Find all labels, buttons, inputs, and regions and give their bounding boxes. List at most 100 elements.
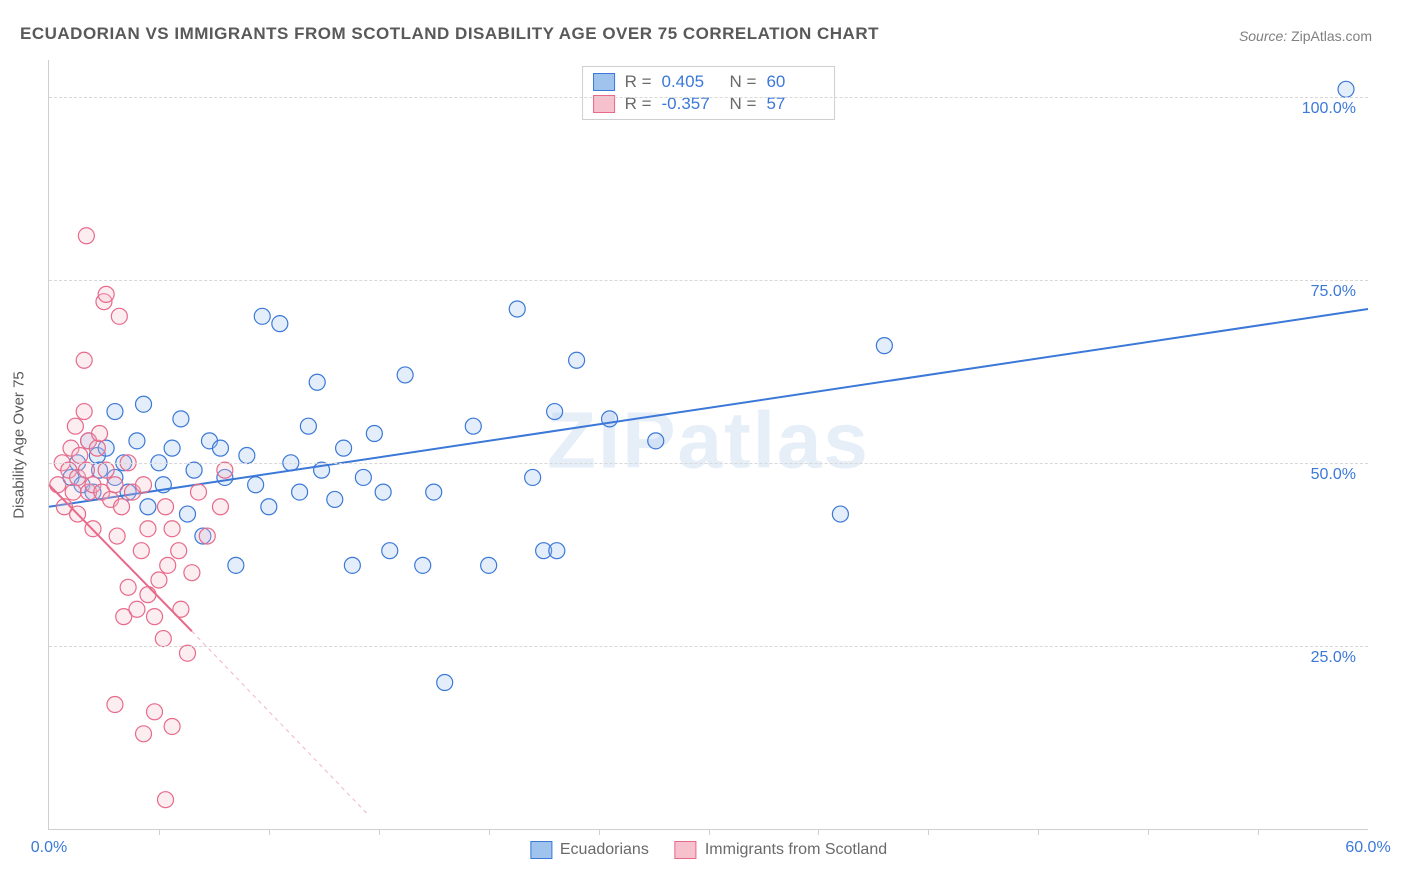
n-value: 60 xyxy=(766,72,824,92)
data-point xyxy=(140,587,156,603)
data-point xyxy=(78,228,94,244)
data-point xyxy=(158,499,174,515)
data-point xyxy=(344,557,360,573)
x-minor-tick xyxy=(159,829,160,835)
x-tick-label: 0.0% xyxy=(31,839,67,857)
data-point xyxy=(309,374,325,390)
data-point xyxy=(509,301,525,317)
data-point xyxy=(217,462,233,478)
data-point xyxy=(648,433,664,449)
data-point xyxy=(67,418,83,434)
data-point xyxy=(481,557,497,573)
y-tick-label: 25.0% xyxy=(1311,649,1356,667)
data-point xyxy=(107,477,123,493)
x-minor-tick xyxy=(1038,829,1039,835)
data-point xyxy=(336,440,352,456)
data-point xyxy=(78,462,94,478)
n-label: N = xyxy=(730,72,757,92)
legend-swatch xyxy=(593,95,615,113)
data-point xyxy=(92,426,108,442)
correlation-stat-box: R =0.405N =60R =-0.357N =57 xyxy=(582,66,836,120)
data-point xyxy=(179,645,195,661)
data-point xyxy=(173,411,189,427)
chart-title: ECUADORIAN VS IMMIGRANTS FROM SCOTLAND D… xyxy=(20,24,879,44)
legend-label: Immigrants from Scotland xyxy=(705,841,887,859)
data-point xyxy=(375,484,391,500)
x-minor-tick xyxy=(928,829,929,835)
data-point xyxy=(164,521,180,537)
x-minor-tick xyxy=(379,829,380,835)
data-point xyxy=(147,609,163,625)
data-point xyxy=(155,631,171,647)
data-point xyxy=(136,396,152,412)
data-point xyxy=(107,404,123,420)
data-point xyxy=(98,462,114,478)
data-point xyxy=(136,726,152,742)
data-point xyxy=(164,718,180,734)
data-point xyxy=(248,477,264,493)
source-label: Source: xyxy=(1239,28,1291,44)
legend-item: Ecuadorians xyxy=(530,841,649,859)
data-point xyxy=(65,484,81,500)
data-point xyxy=(140,521,156,537)
data-point xyxy=(876,338,892,354)
data-point xyxy=(239,447,255,463)
trend-line-extension xyxy=(192,631,368,814)
data-point xyxy=(292,484,308,500)
data-point xyxy=(549,543,565,559)
data-point xyxy=(199,528,215,544)
x-minor-tick xyxy=(1258,829,1259,835)
data-point xyxy=(397,367,413,383)
data-point xyxy=(184,565,200,581)
legend-swatch xyxy=(675,841,697,859)
data-point xyxy=(272,316,288,332)
data-point xyxy=(366,426,382,442)
x-minor-tick xyxy=(599,829,600,835)
data-point xyxy=(327,491,343,507)
data-point xyxy=(437,675,453,691)
data-point xyxy=(164,440,180,456)
data-point xyxy=(300,418,316,434)
r-label: R = xyxy=(625,72,652,92)
data-point xyxy=(120,579,136,595)
x-minor-tick xyxy=(489,829,490,835)
data-point xyxy=(355,469,371,485)
data-point xyxy=(382,543,398,559)
legend-item: Immigrants from Scotland xyxy=(675,841,887,859)
data-point xyxy=(1338,81,1354,97)
x-tick-label: 60.0% xyxy=(1345,839,1390,857)
data-point xyxy=(133,543,149,559)
data-point xyxy=(190,484,206,500)
y-tick-label: 75.0% xyxy=(1311,283,1356,301)
data-point xyxy=(50,477,66,493)
gridline xyxy=(49,280,1368,281)
legend-swatch xyxy=(593,73,615,91)
data-point xyxy=(111,308,127,324)
data-point xyxy=(151,572,167,588)
plot-area: Disability Age Over 75 ZIPatlas R =0.405… xyxy=(48,60,1368,830)
data-point xyxy=(525,469,541,485)
source-attribution: Source: ZipAtlas.com xyxy=(1239,28,1372,44)
gridline xyxy=(49,646,1368,647)
data-point xyxy=(569,352,585,368)
data-point xyxy=(228,557,244,573)
data-point xyxy=(465,418,481,434)
data-point xyxy=(179,506,195,522)
r-value: 0.405 xyxy=(662,72,720,92)
gridline xyxy=(49,463,1368,464)
y-tick-label: 100.0% xyxy=(1302,100,1356,118)
data-point xyxy=(98,286,114,302)
data-point xyxy=(171,543,187,559)
bottom-legend: Ecuadorians Immigrants from Scotland xyxy=(530,841,887,859)
data-point xyxy=(212,499,228,515)
y-tick-label: 50.0% xyxy=(1311,466,1356,484)
data-point xyxy=(426,484,442,500)
trend-line xyxy=(49,309,1368,507)
data-point xyxy=(129,433,145,449)
data-point xyxy=(89,440,105,456)
x-minor-tick xyxy=(269,829,270,835)
data-point xyxy=(547,404,563,420)
data-point xyxy=(140,499,156,515)
data-point xyxy=(129,601,145,617)
data-point xyxy=(72,447,88,463)
